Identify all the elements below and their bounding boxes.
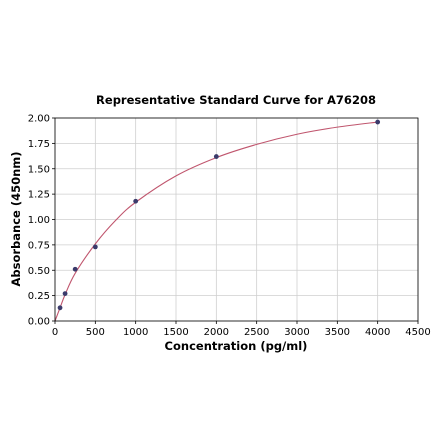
y-axis-label: Absorbance (450nm) [9, 151, 23, 286]
data-points-layer [57, 119, 381, 311]
y-tick-label: 0.50 [28, 266, 50, 277]
y-tick-label: 0.25 [28, 291, 50, 302]
data-point [375, 119, 381, 125]
x-tick-label: 3000 [284, 327, 309, 338]
x-tick-label: 2500 [244, 327, 269, 338]
x-tick-label: 500 [86, 327, 105, 338]
y-tick-label: 1.25 [28, 190, 50, 201]
x-tick-label: 0 [52, 327, 58, 338]
y-tick-label: 1.75 [28, 139, 50, 150]
chart-title: Representative Standard Curve for A76208 [96, 93, 376, 107]
y-axis-ticks: 0.00 0.25 0.50 0.75 1.00 1.25 1.50 1.75 2.00 [28, 114, 55, 328]
x-tick-label: 1500 [163, 327, 188, 338]
y-tick-label: 1.00 [28, 215, 50, 226]
data-point [133, 198, 139, 204]
x-tick-label: 1000 [123, 327, 148, 338]
x-tick-label: 2000 [204, 327, 229, 338]
y-tick-label: 2.00 [28, 114, 50, 125]
y-tick-label: 1.50 [28, 164, 50, 175]
x-tick-label: 4500 [405, 327, 430, 338]
data-point [72, 266, 78, 272]
data-point [213, 154, 219, 159]
x-tick-label: 3500 [325, 327, 350, 338]
data-point [62, 291, 68, 296]
x-axis-label: Concentration (pg/ml) [165, 339, 308, 353]
x-axis-ticks: 0 500 1000 1500 2000 2500 3000 3500 4000 4500 [52, 321, 431, 338]
data-point [57, 305, 63, 311]
y-tick-label: 0.75 [28, 240, 50, 251]
y-tick-label: 0.00 [28, 317, 50, 328]
data-point [92, 244, 98, 250]
x-tick-label: 4000 [365, 327, 390, 338]
grid [54, 117, 419, 322]
